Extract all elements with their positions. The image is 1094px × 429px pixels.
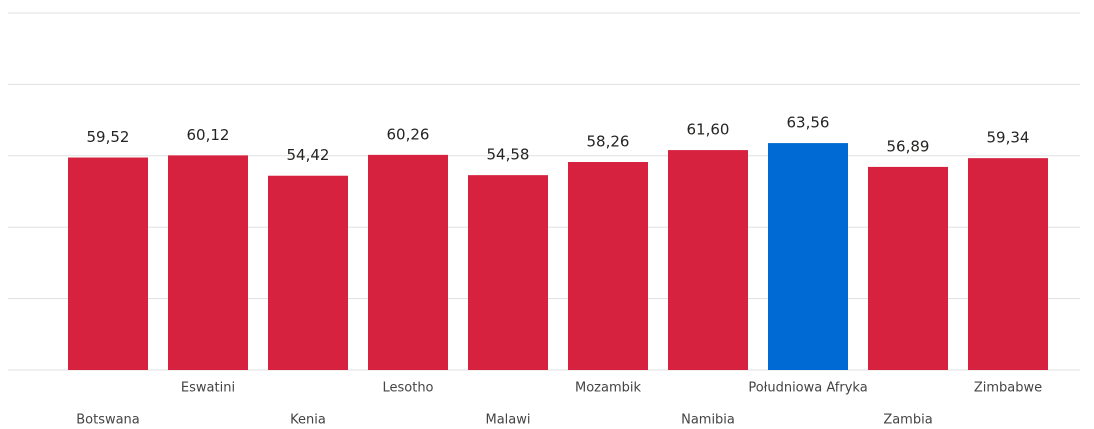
x-tick-label: Eswatini [181,381,235,396]
bar [768,143,848,370]
bar [268,175,348,370]
data-label: 63,56 [787,114,830,132]
bar [68,157,148,370]
data-label: 54,42 [287,146,330,164]
data-label: 61,60 [687,121,730,139]
x-tick-label: Zimbabwe [974,381,1042,396]
x-tick-label: Malawi [485,413,530,426]
data-label: 60,26 [387,125,430,143]
x-tick-label: Południowa Afryka [748,381,867,396]
bar [668,150,748,370]
x-tick-label: Botswana [76,413,140,426]
bar [568,162,648,370]
x-tick-label: Namibia [681,413,735,426]
bar [468,175,548,370]
data-label: 59,34 [987,129,1030,147]
bar [368,154,448,370]
data-label: 58,26 [587,133,630,151]
x-tick-label: Lesotho [382,381,433,396]
x-tick-label: Zambia [883,413,932,426]
x-tick-label: Kenia [290,413,326,426]
bar [168,155,248,370]
bar [968,158,1048,370]
data-label: 60,12 [187,126,230,144]
data-label: 59,52 [87,128,130,146]
x-tick-label: Mozambik [575,381,641,396]
bar [868,166,948,370]
data-label: 56,89 [887,137,930,155]
data-label: 54,58 [487,146,530,164]
